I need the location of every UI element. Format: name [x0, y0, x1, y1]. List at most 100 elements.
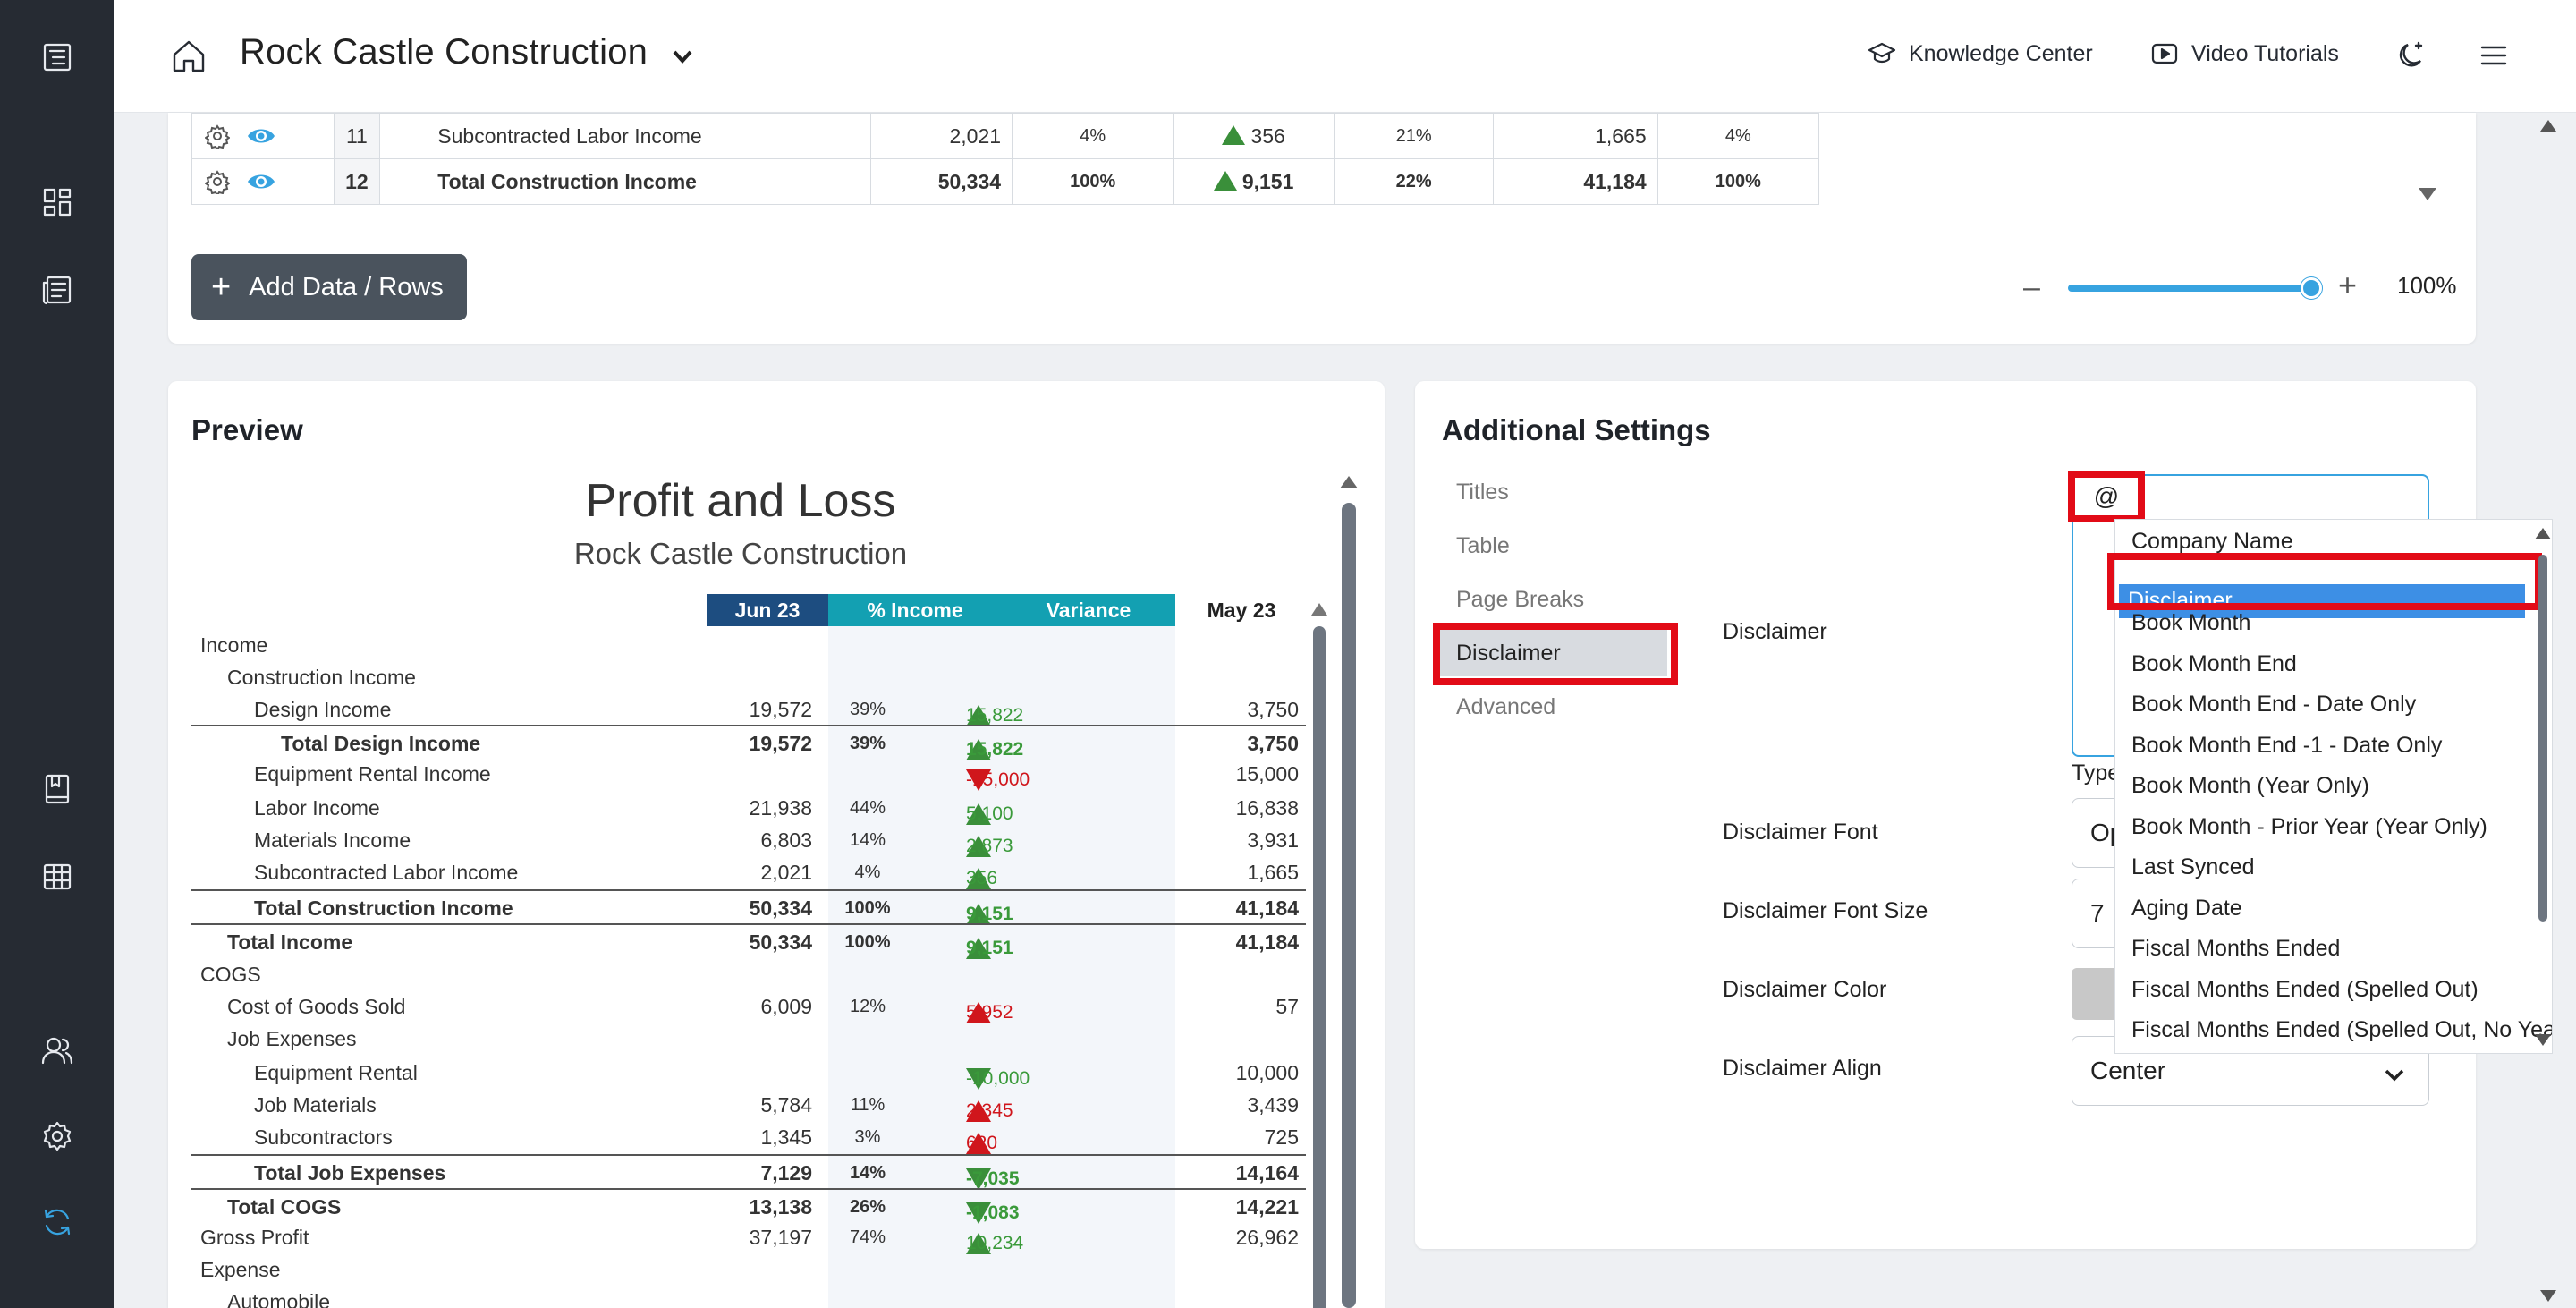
users-icon[interactable] — [34, 1027, 80, 1074]
report-row: Materials Income 6,803 14% 2,873 3,931 — [191, 823, 1306, 857]
report-jun-value: 2,021 — [760, 861, 812, 884]
dropdown-option[interactable]: Fiscal Months Ended (Spelled Out, No Yea… — [2131, 1017, 2553, 1042]
row-actions — [191, 113, 335, 159]
preview-scrollbar[interactable] — [1342, 503, 1356, 1308]
report-variance-value: -15,000 — [966, 769, 1030, 790]
report-row-label: Materials Income — [254, 828, 411, 852]
dropdown-option[interactable]: Company Name — [2131, 529, 2293, 554]
dropdown-option[interactable]: Fiscal Months Ended (Spelled Out) — [2131, 976, 2479, 1002]
column-header-pct-income: % Income — [828, 594, 1002, 626]
dropdown-option[interactable]: Aging Date — [2131, 895, 2242, 921]
row-label[interactable]: Subcontracted Labor Income — [379, 113, 871, 159]
disclaimer-align-label: Disclaimer Align — [1723, 1056, 1882, 1081]
chevron-down-icon[interactable] — [669, 43, 696, 70]
row-visibility-icon[interactable] — [246, 123, 276, 149]
report-row-label: Construction Income — [227, 666, 416, 689]
down-triangle-icon — [966, 1068, 991, 1090]
disclaimer-font-label: Disclaimer Font — [1723, 820, 1878, 845]
dark-mode-icon[interactable] — [2394, 38, 2429, 73]
zoom-slider-handle[interactable] — [2301, 277, 2322, 299]
report-scroll-up[interactable] — [1311, 603, 1327, 616]
report-row-label: Automobile — [227, 1290, 331, 1308]
row-variance-pct: 22% — [1333, 158, 1495, 205]
dropdown-option[interactable]: Last Synced — [2131, 854, 2255, 879]
report-jun-value: 50,334 — [749, 930, 812, 954]
top-header: Rock Castle Construction Knowledge Cente… — [114, 0, 2576, 113]
menu-collapse-icon[interactable] — [34, 34, 80, 81]
report-may-value: 14,164 — [1235, 1161, 1299, 1185]
dropdown-scroll-up[interactable] — [2535, 528, 2551, 539]
report-row: Cost of Goods Sold 6,009 12% 5,952 57 — [191, 989, 1306, 1023]
zoom-slider-track[interactable] — [2068, 285, 2309, 292]
dropdown-option[interactable]: Book Month End -1 - Date Only — [2131, 732, 2443, 758]
column-shade — [828, 626, 1175, 1308]
company-name[interactable]: Rock Castle Construction — [240, 32, 648, 72]
report-row: Subcontracted Labor Income 2,021 4% 356 1,66… — [191, 855, 1306, 889]
column-header-may: May 23 — [1207, 598, 1276, 622]
report-scrollbar[interactable] — [1313, 626, 1326, 1308]
row-prior-value: 1,665 — [1493, 113, 1658, 159]
zoom-out-button[interactable]: – — [2023, 270, 2040, 304]
report-row: Expense — [191, 1253, 1306, 1285]
disclaimer-label: Disclaimer — [1723, 619, 1827, 644]
report-jun-value: 21,938 — [749, 796, 812, 820]
dropdown-option[interactable]: Book Month (Year Only) — [2131, 773, 2369, 798]
settings-gear-icon[interactable] — [34, 1113, 80, 1159]
report-jun-value: 50,334 — [749, 896, 812, 920]
dropdown-option[interactable]: Book Month - Prior Year (Year Only) — [2131, 813, 2487, 839]
home-icon[interactable] — [168, 36, 209, 77]
dropdown-option[interactable]: Fiscal Months Ended — [2131, 936, 2341, 961]
preview-card: Preview Profit and Loss Rock Castle Cons… — [168, 381, 1385, 1308]
knowledge-center-link[interactable]: Knowledge Center — [1868, 39, 2093, 68]
rows-scroll-down[interactable] — [2419, 188, 2436, 200]
report-row-label: Total Job Expenses — [254, 1161, 446, 1185]
nav-titles[interactable]: Titles — [1456, 480, 1509, 505]
dropdown-scrollbar[interactable] — [2538, 555, 2547, 922]
report-jun-value: 6,803 — [760, 828, 812, 852]
report-row-label: Subcontracted Labor Income — [254, 861, 519, 884]
preview-scroll-up[interactable] — [1340, 476, 1358, 488]
dropdown-option[interactable]: Book Month — [2131, 610, 2251, 635]
dropdown-option[interactable]: Book Month End — [2131, 650, 2297, 676]
dropdown-scroll-down[interactable] — [2535, 1034, 2551, 1046]
reports-icon[interactable] — [34, 267, 80, 313]
up-triangle-icon — [1222, 124, 1246, 145]
report-row-label: Income — [200, 633, 268, 657]
sync-icon[interactable] — [34, 1199, 80, 1245]
report-row-label: Job Materials — [254, 1093, 377, 1117]
dropdown-option[interactable]: Book Month End - Date Only — [2131, 692, 2417, 717]
page-scroll-up[interactable] — [2540, 120, 2556, 132]
up-triangle-icon — [966, 1233, 991, 1254]
video-tutorials-link[interactable]: Video Tutorials — [2150, 39, 2339, 68]
row-label[interactable]: Total Construction Income — [379, 158, 871, 205]
report-row: Total Job Expenses 7,129 14% -7,035 14,164 — [191, 1154, 1306, 1190]
nav-advanced[interactable]: Advanced — [1456, 694, 1556, 719]
report-jun-value: 13,138 — [749, 1195, 812, 1219]
report-pct-value: 14% — [849, 1163, 886, 1183]
table-icon[interactable] — [34, 854, 80, 900]
row-settings-icon[interactable] — [204, 123, 231, 152]
report-variance-value: 9,151 — [966, 938, 1013, 958]
add-data-rows-button[interactable]: + Add Data / Rows — [191, 254, 467, 320]
zoom-in-button[interactable]: + — [2338, 267, 2358, 303]
dashboard-icon[interactable] — [34, 179, 80, 225]
report-row-label: Cost of Goods Sold — [227, 995, 406, 1018]
hamburger-menu-icon[interactable] — [2476, 38, 2512, 73]
report-row-label: Total Income — [227, 930, 353, 954]
page-scroll-down[interactable] — [2540, 1290, 2556, 1302]
nav-table[interactable]: Table — [1456, 533, 1510, 558]
disclaimer-token-input[interactable]: @ — [2068, 471, 2145, 522]
report-variance-value: -1,083 — [966, 1202, 1020, 1223]
report-row: Design Income 19,572 39% 15,822 3,750 — [191, 692, 1306, 726]
book-icon[interactable] — [34, 766, 80, 812]
report-row: Equipment Rental Income -15,000 15,000 — [191, 757, 1306, 791]
report-row: Construction Income — [191, 660, 1306, 692]
nav-disclaimer[interactable]: Disclaimer — [1436, 630, 1667, 676]
row-visibility-icon[interactable] — [246, 169, 276, 194]
report-variance-value: 10,234 — [966, 1233, 1024, 1253]
nav-page-breaks[interactable]: Page Breaks — [1456, 587, 1585, 612]
graduation-cap-icon — [1868, 42, 1896, 64]
report-variance-value: 9,151 — [966, 904, 1013, 924]
row-settings-icon[interactable] — [204, 169, 231, 198]
report-may-value: 41,184 — [1235, 930, 1299, 954]
